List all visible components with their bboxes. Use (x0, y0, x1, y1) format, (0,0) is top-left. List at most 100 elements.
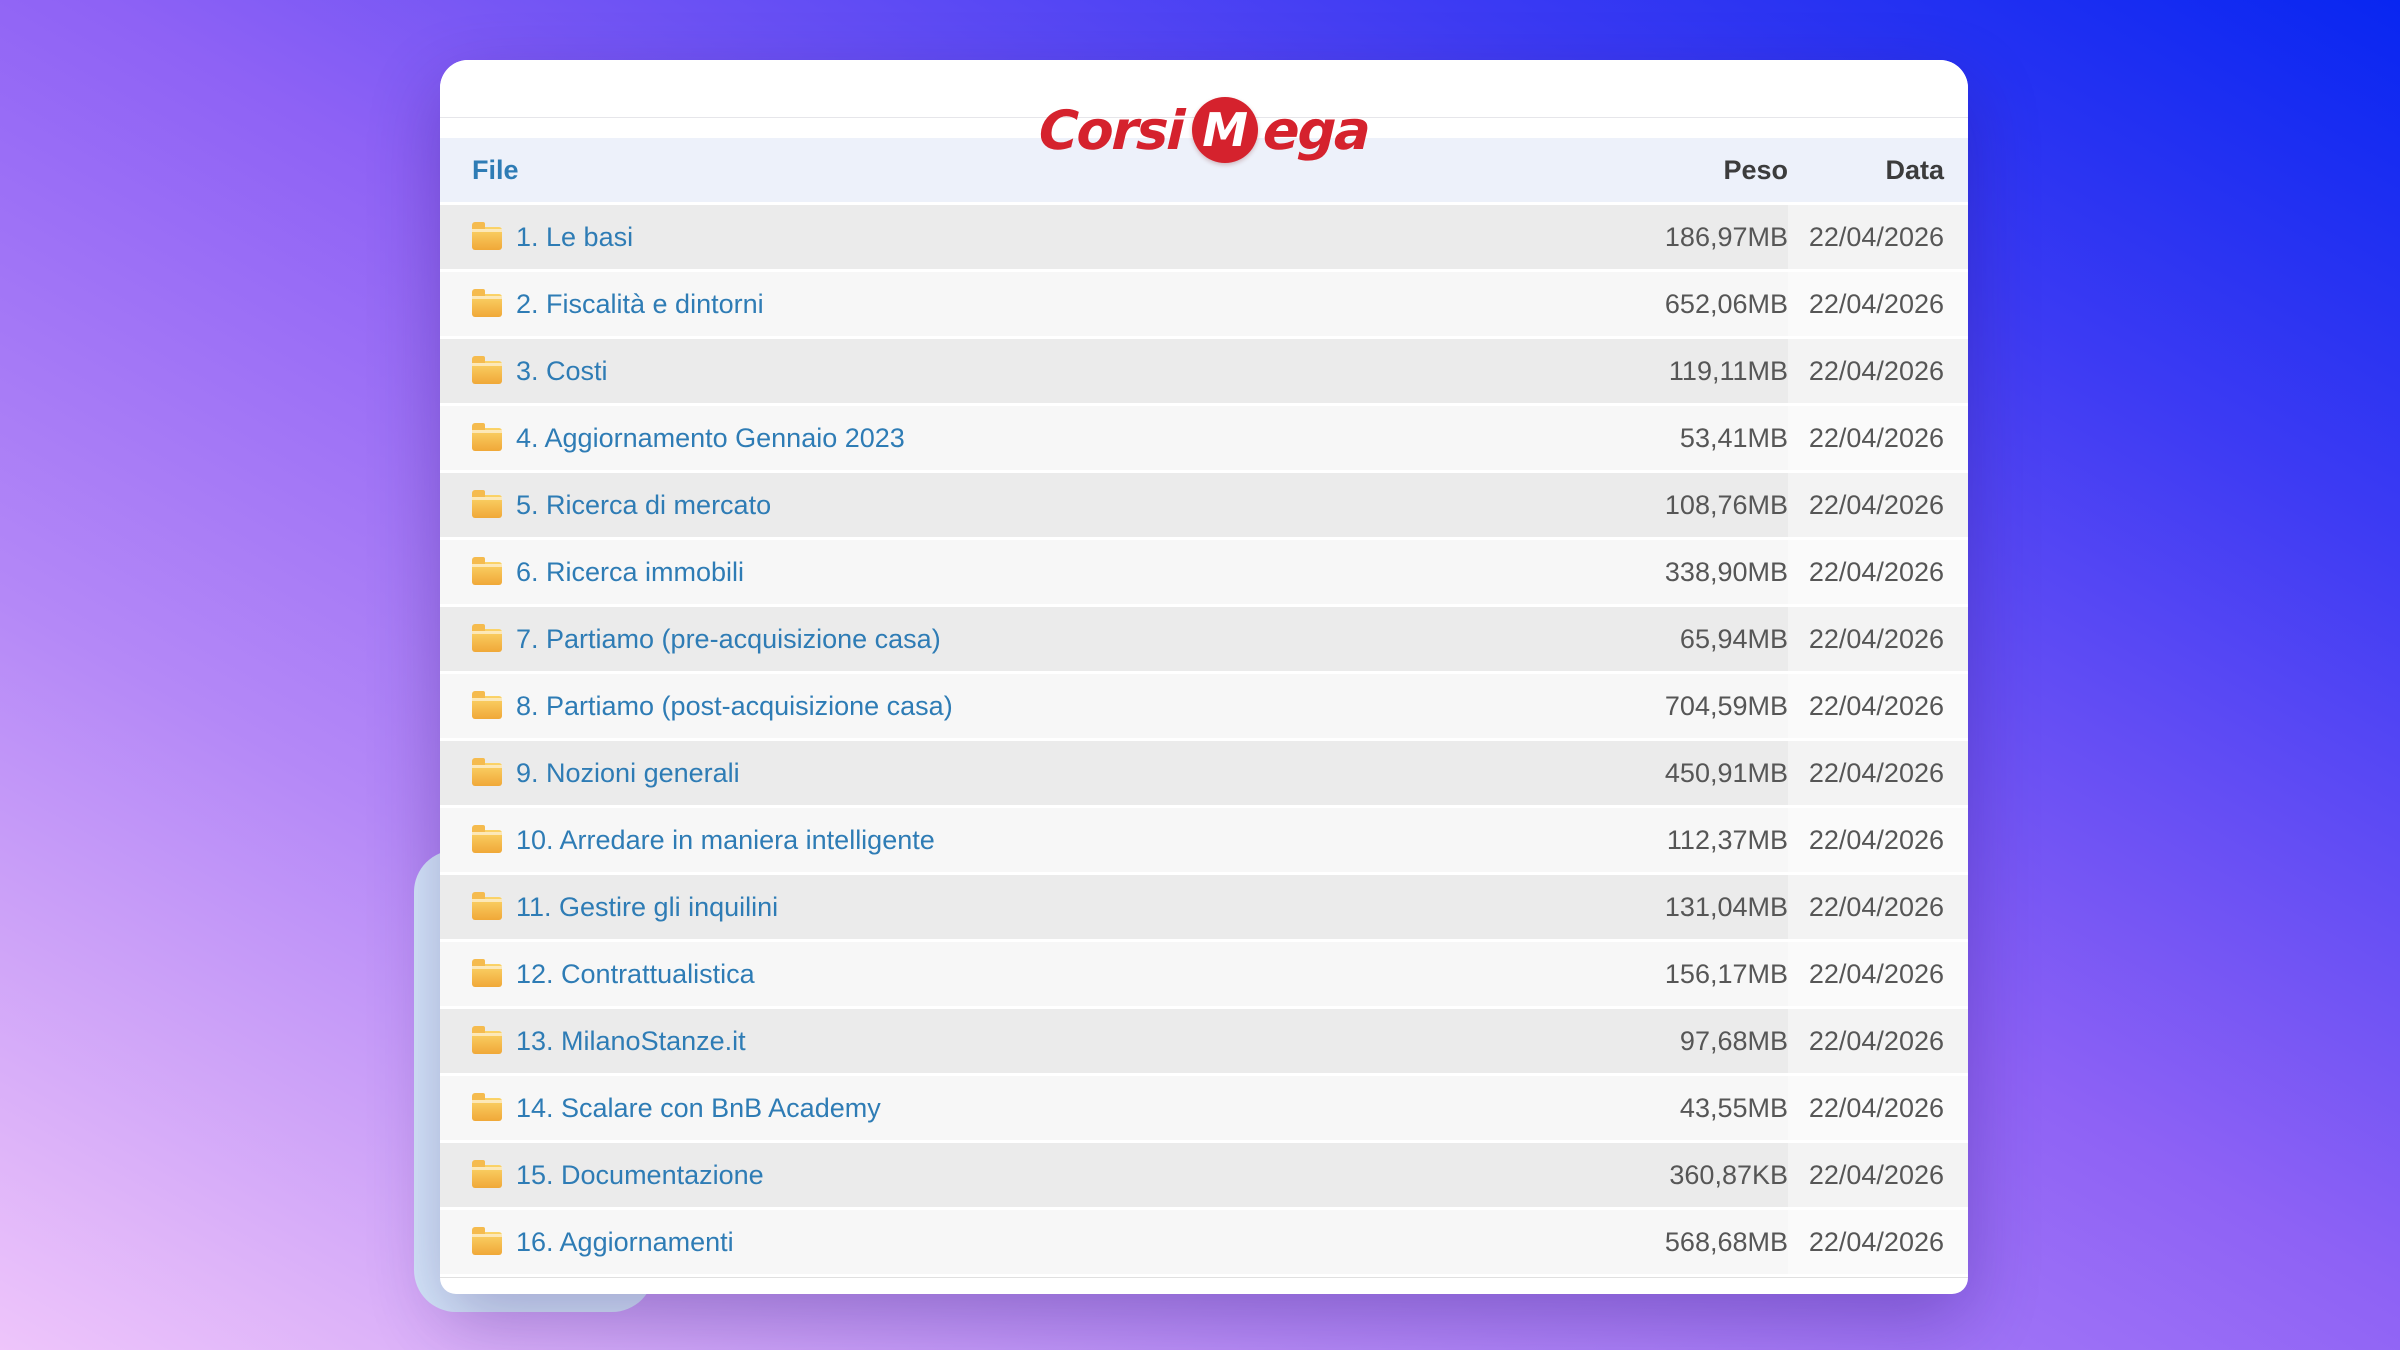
file-date: 22/04/2026 (1788, 540, 1968, 604)
file-size: 53,41MB (1679, 422, 1788, 453)
folder-icon (472, 891, 502, 920)
file-date: 22/04/2026 (1788, 808, 1968, 872)
file-size: 652,06MB (1664, 288, 1788, 319)
column-header-peso: Peso (1723, 154, 1788, 185)
table-row: 4. Aggiornamento Gennaio 2023 53,41MB 22… (440, 406, 1968, 473)
table-header-row: File Peso Data (440, 138, 1968, 205)
table-row: 9. Nozioni generali 450,91MB 22/04/2026 (440, 741, 1968, 808)
file-size: 112,37MB (1666, 824, 1788, 855)
table-row: 10. Arredare in maniera intelligente 112… (440, 808, 1968, 875)
folder-name: 8. Partiamo (post-acquisizione casa) (516, 690, 953, 721)
table-row: 12. Contrattualistica 156,17MB 22/04/202… (440, 942, 1968, 1009)
file-date: 22/04/2026 (1788, 942, 1968, 1006)
file-size: 119,11MB (1668, 355, 1788, 386)
file-date: 22/04/2026 (1788, 1210, 1968, 1274)
file-size: 186,97MB (1664, 221, 1788, 252)
folder-icon (472, 221, 502, 250)
folder-icon (472, 556, 502, 585)
folder-link[interactable]: 7. Partiamo (pre-acquisizione casa) (472, 623, 941, 655)
file-date: 22/04/2026 (1788, 473, 1968, 537)
folder-link[interactable]: 1. Le basi (472, 221, 634, 253)
folder-link[interactable]: 10. Arredare in maniera intelligente (472, 824, 935, 856)
logo-header-gap (440, 118, 1968, 138)
folder-icon (472, 623, 502, 652)
file-date: 22/04/2026 (1788, 1143, 1968, 1207)
folder-name: 16. Aggiornamenti (516, 1226, 734, 1257)
folder-icon (472, 422, 502, 451)
table-row: 3. Costi 119,11MB 22/04/2026 (440, 339, 1968, 406)
column-header-file[interactable]: File (472, 154, 519, 185)
table-row: 5. Ricerca di mercato 108,76MB 22/04/202… (440, 473, 1968, 540)
table-row: 11. Gestire gli inquilini 131,04MB 22/04… (440, 875, 1968, 942)
file-date: 22/04/2026 (1788, 875, 1968, 939)
table-row: 16. Aggiornamenti 568,68MB 22/04/2026 (440, 1210, 1968, 1277)
folder-link[interactable]: 9. Nozioni generali (472, 757, 740, 789)
folder-icon (472, 824, 502, 853)
folder-link[interactable]: 14. Scalare con BnB Academy (472, 1092, 881, 1124)
folder-name: 9. Nozioni generali (516, 757, 740, 788)
folder-link[interactable]: 5. Ricerca di mercato (472, 489, 772, 521)
file-table-body: 1. Le basi 186,97MB 22/04/2026 2. Fiscal… (440, 205, 1968, 1278)
folder-name: 6. Ricerca immobili (516, 556, 745, 587)
file-size: 360,87KB (1669, 1159, 1788, 1190)
folder-name: 7. Partiamo (pre-acquisizione casa) (516, 623, 941, 654)
file-size: 568,68MB (1664, 1226, 1788, 1257)
table-row: 1. Le basi 186,97MB 22/04/2026 (440, 205, 1968, 272)
file-size: 43,55MB (1679, 1092, 1788, 1123)
column-header-data: Data (1885, 154, 1944, 185)
folder-icon (472, 355, 502, 384)
file-date: 22/04/2026 (1788, 607, 1968, 671)
folder-icon (472, 288, 502, 317)
folder-name: 2. Fiscalità e dintorni (516, 288, 764, 319)
folder-link[interactable]: 13. MilanoStanze.it (472, 1025, 746, 1057)
folder-name: 12. Contrattualistica (516, 958, 755, 989)
folder-link[interactable]: 8. Partiamo (post-acquisizione casa) (472, 690, 953, 722)
file-size: 108,76MB (1664, 489, 1788, 520)
folder-name: 10. Arredare in maniera intelligente (516, 824, 935, 855)
file-size: 156,17MB (1664, 958, 1788, 989)
file-date: 22/04/2026 (1788, 339, 1968, 403)
folder-name: 3. Costi (516, 355, 608, 386)
folder-link[interactable]: 2. Fiscalità e dintorni (472, 288, 764, 320)
folder-icon (472, 1025, 502, 1054)
file-size: 97,68MB (1679, 1025, 1788, 1056)
folder-name: 1. Le basi (516, 221, 634, 252)
folder-link[interactable]: 15. Documentazione (472, 1159, 764, 1191)
folder-link[interactable]: 4. Aggiornamento Gennaio 2023 (472, 422, 905, 454)
file-date: 22/04/2026 (1788, 205, 1968, 269)
folder-icon (472, 489, 502, 518)
folder-link[interactable]: 12. Contrattualistica (472, 958, 755, 990)
table-row: 7. Partiamo (pre-acquisizione casa) 65,9… (440, 607, 1968, 674)
file-date: 22/04/2026 (1788, 674, 1968, 738)
folder-link[interactable]: 16. Aggiornamenti (472, 1226, 734, 1258)
folder-name: 5. Ricerca di mercato (516, 489, 772, 520)
file-date: 22/04/2026 (1788, 1076, 1968, 1140)
file-date: 22/04/2026 (1788, 1009, 1968, 1073)
table-row: 13. MilanoStanze.it 97,68MB 22/04/2026 (440, 1009, 1968, 1076)
folder-icon (472, 690, 502, 719)
folder-link[interactable]: 6. Ricerca immobili (472, 556, 745, 588)
folder-icon (472, 958, 502, 987)
table-row: 14. Scalare con BnB Academy 43,55MB 22/0… (440, 1076, 1968, 1143)
file-size: 704,59MB (1664, 690, 1788, 721)
file-listing-card: Corsi M ega File Peso Data 1. Le basi 18… (440, 60, 1968, 1294)
file-date: 22/04/2026 (1788, 272, 1968, 336)
folder-name: 14. Scalare con BnB Academy (516, 1092, 881, 1123)
table-row: 8. Partiamo (post-acquisizione casa) 704… (440, 674, 1968, 741)
folder-icon (472, 757, 502, 786)
file-date: 22/04/2026 (1788, 406, 1968, 470)
folder-link[interactable]: 11. Gestire gli inquilini (472, 891, 779, 923)
folder-icon (472, 1226, 502, 1255)
folder-name: 4. Aggiornamento Gennaio 2023 (516, 422, 905, 453)
folder-icon (472, 1092, 502, 1121)
file-size: 65,94MB (1679, 623, 1788, 654)
file-size: 131,04MB (1664, 891, 1788, 922)
table-row: 6. Ricerca immobili 338,90MB 22/04/2026 (440, 540, 1968, 607)
table-row: 15. Documentazione 360,87KB 22/04/2026 (440, 1143, 1968, 1210)
folder-link[interactable]: 3. Costi (472, 355, 608, 387)
folder-name: 15. Documentazione (516, 1159, 764, 1190)
folder-icon (472, 1159, 502, 1188)
folder-name: 11. Gestire gli inquilini (516, 891, 779, 922)
